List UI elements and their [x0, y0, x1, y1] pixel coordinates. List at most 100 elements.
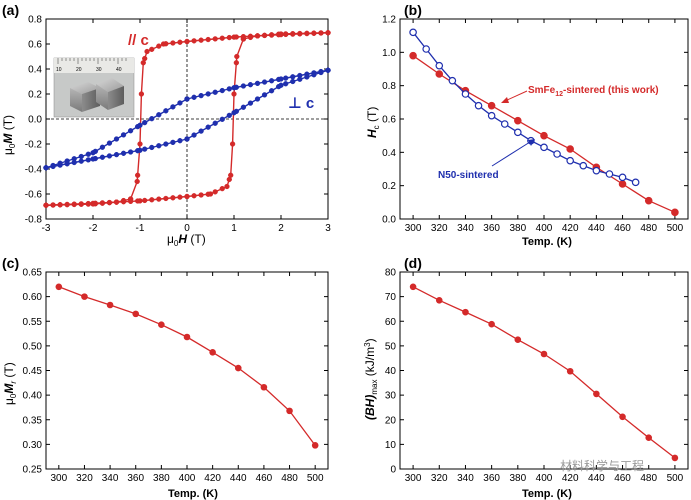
panel-c-ylabel: μ0Mr (T) [2, 362, 18, 405]
point-parallel-c [177, 194, 183, 200]
panel-b-ticks: 300 320 340 360 380 400 420 440 460 480 500 1.2 1.0 0… [382, 15, 688, 234]
point-perpendicular-c [50, 163, 56, 170]
x-tick-label: 460 [614, 223, 631, 234]
point-perpendicular-c [254, 96, 261, 102]
y-tick-label: 0.60 [23, 292, 43, 303]
point-parallel-c [127, 198, 134, 205]
point-parallel-c [198, 192, 204, 198]
point-parallel-c [170, 40, 176, 46]
point-perpendicular-c [64, 161, 70, 167]
y-tick-label: 0.45 [23, 366, 43, 377]
point-parallel-c [191, 193, 197, 199]
point-parallel-c [184, 38, 190, 45]
y-tick-label: 80 [385, 268, 397, 279]
point-bhmax [566, 367, 574, 375]
point-bhmax [619, 413, 626, 421]
point-parallel-c [231, 91, 237, 97]
point-perpendicular-c [283, 75, 289, 81]
point-perpendicular-c [240, 83, 247, 89]
point-perpendicular-c [254, 80, 261, 87]
point-parallel-c [156, 196, 162, 202]
y-tick-label: 0.40 [23, 391, 43, 402]
point-mr [132, 310, 140, 318]
y-tick-label: 0.0 [382, 215, 396, 226]
point-perpendicular-c [99, 144, 106, 150]
x-tick-label: 380 [509, 473, 526, 484]
point-bhmax [462, 308, 469, 316]
point-bhmax [540, 350, 548, 358]
panel-b-annot-n50: N50-sintered [438, 170, 499, 181]
y-tick-label: 1.0 [382, 48, 396, 59]
point-parallel-c [240, 36, 247, 42]
point-perpendicular-c [85, 151, 91, 157]
point-perpendicular-c [156, 112, 162, 118]
point-perpendicular-c [156, 143, 162, 149]
x-tick-label: 320 [431, 473, 448, 484]
point-parallel-c [205, 36, 211, 43]
point-n50 [540, 143, 548, 152]
x-tick-label: -2 [89, 223, 98, 234]
x-tick-label: 480 [640, 223, 657, 234]
point-n50 [592, 166, 601, 175]
point-parallel-c [137, 141, 143, 147]
point-parallel-c [140, 60, 146, 66]
panel-a-annot-perpendicular: ⊥ c [288, 95, 314, 112]
point-bhmax [409, 283, 417, 291]
point-perpendicular-c [247, 82, 254, 88]
panel-b-tag: (b) [404, 2, 422, 18]
y-tick-label: 0.50 [23, 341, 43, 352]
point-n50 [409, 28, 417, 37]
point-mr [234, 364, 242, 372]
panel-c-xlabel: Temp. (K) [168, 488, 218, 500]
x-tick-label: 500 [667, 473, 684, 484]
panel-b-arrow-smfe12 [504, 90, 528, 102]
panel-a-xlabel: μ0H (T) [167, 232, 206, 248]
point-perpendicular-c [290, 78, 296, 85]
panel-b-arrow-n50-head [528, 139, 535, 146]
point-mr [106, 301, 114, 309]
point-perpendicular-c [205, 91, 211, 97]
panel-b-frame [399, 18, 689, 220]
y-tick-label: 30 [385, 391, 397, 402]
point-parallel-c [304, 30, 310, 36]
point-parallel-c [57, 202, 63, 208]
point-perpendicular-c [90, 156, 96, 162]
point-parallel-c [160, 41, 167, 47]
point-parallel-c [229, 141, 236, 147]
y-tick-label: 0.55 [23, 317, 43, 328]
x-tick-label: 420 [562, 223, 579, 234]
panel-d-ylabel: (BH)max (kJ/m3) [363, 338, 379, 420]
x-tick-label: 460 [614, 473, 631, 484]
x-tick-label: 300 [405, 473, 422, 484]
point-smfe12 [618, 180, 627, 188]
point-mr [260, 383, 268, 391]
line-mr [58, 286, 316, 446]
point-parallel-c [268, 32, 275, 38]
point-parallel-c [64, 201, 70, 208]
point-perpendicular-c [78, 153, 84, 160]
point-parallel-c [191, 38, 197, 44]
point-perpendicular-c [163, 141, 169, 147]
panel-b-annot-smfe12: SmFe12-sintered (this work) [528, 85, 659, 98]
point-parallel-c [212, 189, 218, 195]
panel-a-axes [46, 19, 328, 219]
sample-photo-inset: 10 20 30 40 [53, 57, 135, 118]
y-tick-label: 0.0 [28, 115, 42, 126]
point-perpendicular-c [137, 122, 143, 128]
point-parallel-c [149, 46, 155, 53]
point-parallel-c [149, 197, 155, 203]
x-tick-label: 300 [50, 473, 67, 484]
point-perpendicular-c [212, 120, 218, 126]
y-tick-label: -0.4 [25, 165, 43, 176]
x-tick-label: 360 [483, 473, 500, 484]
x-tick-label: 500 [667, 223, 684, 234]
panel-c: 300 320 340 360 380 400 420 440 460 480 500 0.65 0.6… [2, 255, 329, 500]
point-parallel-c [177, 39, 183, 45]
y-tick-label: -0.8 [25, 215, 43, 226]
point-perpendicular-c [212, 89, 218, 95]
point-parallel-c [156, 43, 162, 49]
point-perpendicular-c [240, 104, 247, 110]
point-parallel-c [134, 178, 140, 185]
x-tick-label: 320 [76, 473, 93, 484]
panel-d-tag: (d) [404, 255, 422, 271]
